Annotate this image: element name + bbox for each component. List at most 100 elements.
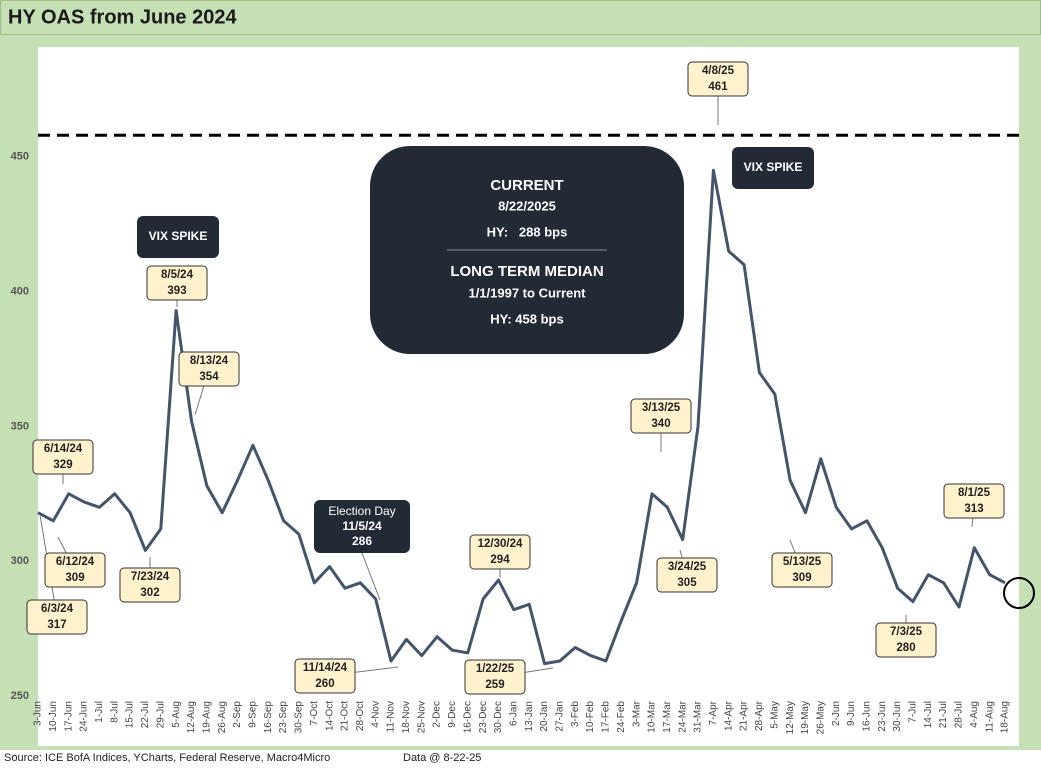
x-tick-label: 4-Nov	[370, 701, 381, 728]
annotation-box	[44, 552, 106, 588]
x-tick-label: 11-Aug	[984, 701, 995, 733]
note-text: VIX SPIKE	[149, 229, 208, 243]
annotation-date: 7/23/24	[131, 571, 170, 583]
annotation-value: 461	[708, 81, 728, 93]
annotation-date: 1/22/25	[476, 663, 515, 675]
info-current-value: HY: 288 bps	[487, 224, 568, 239]
x-tick-label: 4-Aug	[969, 701, 980, 728]
x-tick-label: 10-Feb	[585, 701, 596, 733]
x-tick-label: 5-May	[769, 701, 780, 729]
annotation-value: 302	[140, 587, 159, 599]
info-median-value: HY: 458 bps	[490, 311, 563, 326]
x-tick-label: 10-Mar	[647, 700, 658, 732]
source: Source: ICE BofA Indices, YCharts, Feder…	[4, 752, 330, 764]
x-tick-label: 2-Jun	[831, 701, 842, 726]
election-label: Election Day	[328, 504, 395, 518]
x-tick-label: 20-Jan	[539, 701, 550, 732]
title-bar	[0, 0, 1041, 35]
note-text: VIX SPIKE	[744, 160, 803, 174]
hy-oas-line	[37, 168, 1006, 666]
x-tick-label: 14-Apr	[723, 700, 734, 731]
x-tick-label: 23-Jun	[877, 701, 888, 732]
annotation-date: 8/13/24	[190, 355, 229, 367]
x-tick-label: 22-Jul	[140, 701, 151, 728]
x-tick-label: 11-Nov	[386, 701, 397, 733]
x-tick-label: 3-Feb	[570, 701, 581, 728]
x-tick-label: 17-Jun	[63, 701, 74, 732]
annotation-date: 8/5/24	[161, 269, 194, 281]
x-tick-label: 7-Oct	[309, 701, 320, 726]
info-current-title: CURRENT	[490, 177, 563, 194]
annotation-value: 309	[65, 572, 84, 584]
data-date: Data @ 8-22-25	[403, 752, 481, 764]
y-tick-label: 450	[11, 151, 29, 163]
x-tick-label: 7-Apr	[708, 700, 719, 725]
annotation-value: 260	[315, 678, 334, 690]
annotation-box	[464, 659, 526, 695]
annotation-box	[875, 622, 937, 658]
end-marker	[1003, 577, 1035, 609]
y-tick-label: 350	[11, 420, 29, 432]
x-tick-label: 5-Aug	[171, 701, 182, 728]
y-tick-label: 250	[11, 690, 29, 702]
x-tick-label: 30-Dec	[493, 701, 504, 733]
annotation-box	[119, 567, 181, 603]
x-tick-label: 9-Dec	[447, 701, 458, 728]
x-tick-label: 30-Jun	[892, 701, 903, 732]
x-tick-label: 2-Dec	[432, 701, 443, 728]
x-tick-label: 26-Aug	[217, 701, 228, 733]
x-tick-label: 21-Apr	[739, 700, 750, 731]
annotation-box	[656, 557, 718, 593]
annotation-value: 309	[792, 572, 811, 584]
annotation-box	[943, 483, 1005, 519]
x-tick-label: 2-Sep	[232, 701, 243, 728]
x-tick-label: 19-Aug	[201, 701, 212, 733]
info-current-date: 8/22/2025	[498, 198, 556, 213]
info-median-period: 1/1/1997 to Current	[468, 285, 586, 300]
annotation-date: 5/13/25	[783, 556, 822, 568]
x-tick-label: 26-May	[815, 701, 826, 734]
annotation-box	[146, 265, 208, 301]
annotation-box	[32, 439, 94, 475]
annotation-date: 6/3/24	[41, 603, 74, 615]
x-tick-label: 21-Jul	[938, 701, 949, 728]
x-tick-label: 15-Jul	[125, 701, 136, 728]
election-date: 11/5/24	[342, 519, 382, 533]
annotation-date: 8/1/25	[958, 487, 991, 499]
x-tick-label: 13-Jan	[524, 701, 535, 732]
annotation-value: 354	[199, 371, 219, 383]
x-tick-label: 14-Jul	[923, 701, 934, 728]
x-tick-label: 16-Sep	[263, 701, 274, 734]
annotation-value: 280	[896, 642, 915, 654]
x-tick-label: 24-Feb	[616, 701, 627, 733]
x-tick-label: 9-Sep	[248, 701, 259, 728]
x-tick-label: 30-Sep	[294, 701, 305, 734]
annotation-box	[771, 552, 833, 588]
chart-title: HY OAS from June 2024	[8, 6, 237, 28]
annotation-box	[26, 599, 88, 635]
y-tick-label: 400	[11, 286, 29, 298]
x-tick-label: 6-Jan	[508, 701, 519, 726]
x-tick-label: 16-Dec	[462, 701, 473, 733]
annotation-value: 294	[490, 554, 510, 566]
x-tick-label: 12-May	[785, 701, 796, 734]
x-tick-label: 19-May	[800, 701, 811, 734]
election-value: 286	[352, 534, 372, 548]
x-tick-label: 27-Jan	[555, 701, 566, 732]
annotation-date: 6/12/24	[56, 556, 95, 568]
x-tick-label: 21-Oct	[340, 701, 351, 731]
x-tick-label: 8-Jul	[109, 701, 120, 723]
annotation-box	[630, 398, 692, 434]
annotation-value: 317	[47, 619, 66, 631]
annotation-value: 329	[53, 459, 72, 471]
annotation-value: 313	[964, 503, 983, 515]
x-tick-label: 1-Jul	[94, 701, 105, 723]
election-leader	[361, 552, 381, 601]
annotation-value: 259	[485, 679, 504, 691]
annotation-date: 11/14/24	[303, 662, 348, 674]
x-tick-label: 28-Jul	[954, 701, 965, 728]
note-box	[732, 147, 814, 189]
x-tick-label: 18-Aug	[1000, 701, 1011, 733]
